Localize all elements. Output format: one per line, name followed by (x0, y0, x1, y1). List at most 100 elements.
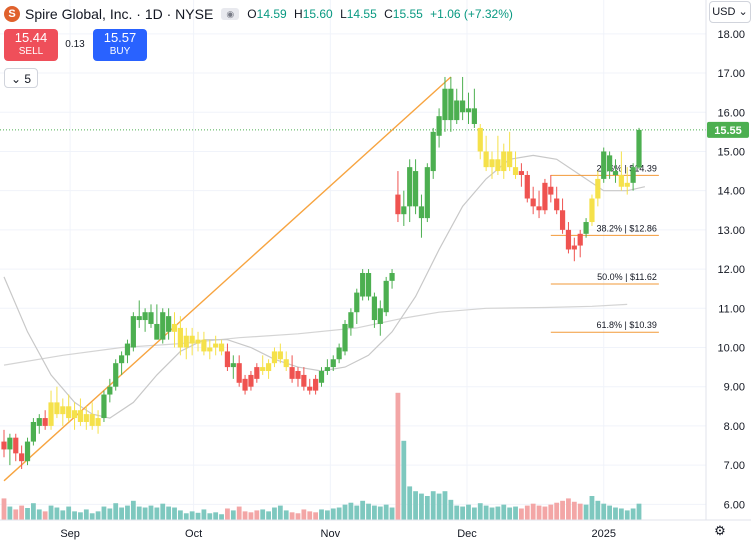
gear-icon[interactable]: ⚙ (714, 523, 726, 538)
price-tick-label: 17.00 (717, 68, 745, 80)
time-axis-background (0, 520, 751, 542)
candle-body (213, 343, 219, 348)
volume-bar (136, 506, 142, 520)
symbol-title[interactable]: Spire Global, Inc. · 1D · NYSE (25, 6, 214, 22)
volume-bar (7, 506, 13, 520)
candle-body (89, 414, 95, 426)
volume-bar (401, 440, 407, 520)
candle-body (524, 174, 530, 199)
volume-bar (419, 493, 424, 520)
candle-body (577, 233, 583, 246)
eye-icon[interactable]: ◉ (221, 8, 240, 20)
candle-body (377, 308, 383, 324)
chart-grid (0, 0, 706, 520)
last-price-label: 15.55 (714, 125, 742, 137)
volume-bar (272, 507, 277, 520)
volume-bar (389, 507, 395, 520)
volume-bar (307, 511, 313, 520)
volume-bar (260, 509, 266, 520)
candle-body (71, 410, 78, 419)
fib-level-label: 61.8% | $10.39 (596, 320, 656, 330)
candle-body (330, 359, 336, 368)
price-tick-label: 9.00 (724, 382, 745, 394)
currency-selector[interactable]: USD ⌄ (709, 1, 751, 23)
candle-body (589, 198, 595, 223)
candle-body (130, 316, 136, 348)
candle-body (83, 414, 89, 422)
volume-bar (624, 510, 630, 520)
candle-body (318, 371, 325, 383)
fib-level-label: 38.2% | $12.86 (596, 223, 656, 233)
candle-body (636, 129, 642, 168)
volume-bar (295, 513, 301, 520)
candle-body (295, 371, 301, 379)
sell-button[interactable]: 15.44 SELL (4, 29, 58, 61)
volume-bar (354, 505, 360, 520)
candle-body (113, 363, 119, 387)
candle-body (407, 167, 413, 207)
candle-body (501, 151, 507, 172)
volume-bar (324, 510, 330, 520)
price-tick-label: 14.00 (717, 186, 745, 198)
indicators-toggle[interactable]: ⌄ 5 (4, 68, 39, 88)
candle-body (95, 418, 101, 426)
volume-bar (489, 507, 495, 520)
volume-bar (536, 505, 542, 520)
volume-bar (236, 506, 242, 520)
volume-bar (166, 506, 172, 520)
fib-level-label: 50.0% | $11.62 (597, 272, 657, 282)
candle-body (371, 296, 378, 321)
volume-bar (183, 513, 189, 520)
volume-bar (54, 507, 60, 520)
volume-bar (413, 491, 418, 520)
candle-body (242, 378, 248, 391)
volume-bar (60, 510, 66, 520)
volume-bar (283, 510, 289, 520)
price-tick-label: 6.00 (724, 499, 745, 511)
volume-bar (589, 496, 595, 520)
candle-body (559, 210, 566, 230)
volume-bar (360, 500, 366, 520)
volume-bar (636, 503, 642, 520)
volume-bar (289, 512, 295, 520)
candle-body (412, 171, 419, 207)
spire-logo-icon: S (4, 6, 20, 22)
volume-bar (524, 505, 530, 520)
candle-body (66, 406, 72, 419)
volume-bar (407, 486, 413, 520)
volume-bar (383, 504, 389, 520)
volume-bar (207, 513, 213, 520)
volume-bar (372, 505, 377, 520)
volume-bar (242, 511, 248, 520)
volume-bar (119, 507, 124, 520)
candle-body (518, 171, 525, 175)
volume-bar (277, 505, 283, 520)
volume-bar (248, 512, 254, 520)
candle-body (254, 367, 260, 379)
price-axis-background (706, 0, 751, 520)
candle-body (460, 100, 466, 113)
volume-bar (519, 508, 524, 520)
volume-bar (548, 504, 554, 520)
candle-body (313, 378, 319, 391)
buy-button[interactable]: 15.57 BUY (93, 29, 147, 61)
volume-bar (424, 496, 430, 520)
candle-body (554, 198, 560, 211)
candle-body (283, 359, 289, 368)
fib-level-label: 23.6% | $14.39 (596, 163, 656, 173)
volume-bar (19, 505, 25, 520)
candle-body (542, 182, 548, 211)
candle-body (148, 312, 154, 324)
volume-bar (95, 511, 101, 520)
volume-bar (225, 508, 230, 520)
volume-bar (195, 512, 201, 520)
spread-value: 0.13 (65, 39, 85, 50)
candle-body (177, 327, 183, 348)
candle-body (154, 323, 160, 340)
volume-bar (42, 511, 48, 520)
volume-bar (1, 498, 7, 520)
candle-body (483, 151, 489, 168)
candle-body (77, 410, 84, 422)
volume-bar (13, 509, 19, 520)
